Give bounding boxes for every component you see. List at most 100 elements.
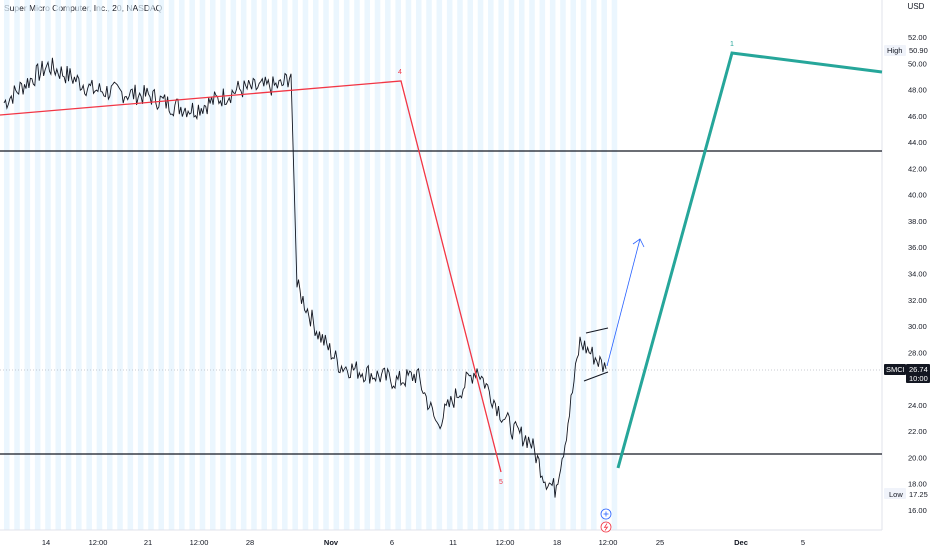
low-tag-label: Low <box>889 490 903 499</box>
extended-hours-band <box>426 0 432 530</box>
y-tick-label: 52.00 <box>908 33 927 42</box>
extended-hours-band <box>282 0 288 530</box>
projection-arrow-line <box>606 238 641 367</box>
x-tick-label: 21 <box>144 538 152 547</box>
extended-hours-band <box>189 0 195 530</box>
extended-hours-band <box>488 0 494 530</box>
x-tick-label: 12:00 <box>89 538 108 547</box>
last-price-value: 26.74 <box>909 365 928 374</box>
high-tag-label: High <box>887 46 902 55</box>
extended-hours-band <box>374 0 381 530</box>
y-tick-label: 36.00 <box>908 243 927 252</box>
wave-label-4: 4 <box>398 69 402 76</box>
extended-hours-band <box>416 0 422 530</box>
high-tag: High 50.90 <box>884 45 928 56</box>
extended-hours-band <box>354 0 360 530</box>
y-tick-label: 42.00 <box>908 164 927 173</box>
currency-label[interactable]: USD <box>907 2 925 11</box>
extended-hours-band <box>498 0 504 530</box>
x-tick-label: 12:00 <box>190 538 209 547</box>
extended-hours-band <box>24 0 31 530</box>
extended-hours-band <box>271 0 278 530</box>
extended-hours-band <box>549 0 556 530</box>
extended-hours-band <box>210 0 216 530</box>
extended-hours-band <box>65 0 72 530</box>
y-tick-label: 30.00 <box>908 322 927 331</box>
x-tick-label: 18 <box>553 538 561 547</box>
extended-hours-band <box>457 0 463 530</box>
low-tag-value: 17.25 <box>909 490 928 499</box>
y-tick-label: 50.00 <box>908 59 927 68</box>
extended-hours-band <box>591 0 597 530</box>
x-tick-label: 12:00 <box>599 538 618 547</box>
lightning-circle-icon[interactable] <box>600 521 612 533</box>
extended-hours-band <box>34 0 41 530</box>
extended-hours-band <box>199 0 206 530</box>
extended-hours-band <box>560 0 566 530</box>
y-tick-label: 34.00 <box>908 270 927 279</box>
x-tick-label: 6 <box>390 538 394 547</box>
extended-hours-band <box>179 0 185 530</box>
symbol-tag: SMCI <box>886 365 905 374</box>
extended-hours-band <box>395 0 401 530</box>
y-tick-label: 46.00 <box>908 112 927 121</box>
wave-4-5-line <box>0 80 502 473</box>
y-tick-label: 48.00 <box>908 86 927 95</box>
y-tick-label: 40.00 <box>908 191 927 200</box>
extended-hours-band <box>220 0 226 530</box>
x-tick-label: 28 <box>246 538 254 547</box>
extended-hours-band <box>127 0 134 530</box>
extended-hours-band <box>333 0 340 530</box>
extended-hours-band <box>436 0 443 530</box>
plus-circle-icon[interactable] <box>600 508 612 520</box>
price-series-line <box>3 57 607 498</box>
extended-hours-band <box>96 0 103 530</box>
low-tag: Low 17.25 <box>884 488 928 499</box>
extended-hours-band <box>240 0 247 530</box>
x-tick-label: 11 <box>449 538 457 547</box>
extended-hours-band <box>313 0 319 530</box>
x-tick-label: 14 <box>42 538 50 547</box>
extended-hours-band <box>117 0 123 530</box>
extended-hours-band <box>601 0 607 530</box>
y-tick-label: 16.00 <box>908 506 927 515</box>
y-tick-label: 28.00 <box>908 348 927 357</box>
extended-hours-band <box>158 0 164 530</box>
wave-1-line <box>616 51 883 469</box>
extended-hours-band <box>385 0 391 530</box>
session-bands <box>4 0 618 530</box>
flag-upper-line <box>585 327 609 334</box>
extended-hours-band <box>611 0 618 530</box>
y-tick-label: 20.00 <box>908 453 927 462</box>
extended-hours-band <box>364 0 370 530</box>
x-tick-label: Nov <box>324 538 339 547</box>
extended-hours-band <box>55 0 61 530</box>
y-tick-label: 38.00 <box>908 217 927 226</box>
countdown-value: 10:00 <box>909 374 928 383</box>
x-tick-label: 25 <box>656 538 664 547</box>
x-tick-label: 12:00 <box>496 538 515 547</box>
extended-hours-band <box>529 0 535 530</box>
price-axis: 16.0018.0020.0022.0024.0026.0028.0030.00… <box>908 33 927 515</box>
y-tick-label: 22.00 <box>908 427 927 436</box>
y-tick-label: 24.00 <box>908 401 927 410</box>
extended-hours-band <box>107 0 113 530</box>
extended-hours-band <box>519 0 525 530</box>
extended-hours-band <box>405 0 412 530</box>
extended-hours-band <box>323 0 329 530</box>
extended-hours-band <box>230 0 237 530</box>
extended-hours-band <box>45 0 51 530</box>
extended-hours-band <box>446 0 453 530</box>
high-tag-value: 50.90 <box>909 46 928 55</box>
extended-hours-band <box>580 0 587 530</box>
extended-hours-band <box>4 0 10 530</box>
x-tick-label: 5 <box>801 538 805 547</box>
projection-arrowhead <box>632 238 645 248</box>
flag-lower-line <box>583 371 609 382</box>
extended-hours-band <box>168 0 175 530</box>
extended-hours-band <box>539 0 546 530</box>
y-tick-label: 18.00 <box>908 480 927 489</box>
extended-hours-band <box>477 0 484 530</box>
y-tick-label: 44.00 <box>908 138 927 147</box>
